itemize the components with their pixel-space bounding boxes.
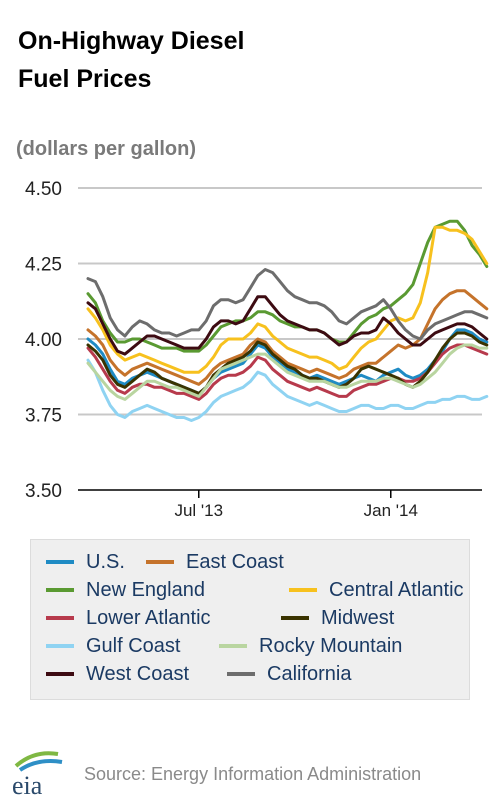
legend-item: New England [46,576,205,604]
y-tick-label: 4.50 [25,179,62,200]
chart-title: On-Highway Diesel Fuel Prices [18,22,338,98]
legend-item: Gulf Coast [46,632,180,660]
chart-title-line-2: Fuel Prices [18,65,152,93]
legend-swatch [46,588,74,592]
series-line-new-england [86,219,489,353]
series-line-gulf-coast [86,358,489,422]
y-tick-label: 3.75 [25,406,62,427]
legend-label: U.S. [86,550,125,573]
legend-label: Gulf Coast [86,634,181,657]
footer: eia Source: Energy Information Administr… [0,740,500,800]
legend-swatch [46,616,74,620]
legend-item: Midwest [281,604,394,632]
eia-logo-text: eia [12,771,43,798]
x-tick-label: Jul '13 [174,501,223,520]
legend-label: California [267,662,352,685]
y-tick-label: 3.50 [25,481,62,502]
chart-title-line-1: On-Highway Diesel [18,27,245,55]
legend-label: Rocky Mountain [259,634,403,657]
legend-item: Lower Atlantic [46,604,211,632]
series-line-midwest [86,331,489,395]
legend-swatch [289,588,317,592]
legend-swatch [46,644,74,648]
series-line-lower-atlantic [86,343,489,401]
legend-item: Rocky Mountain [219,632,402,660]
legend-swatch [46,672,74,676]
series-line-u-s [86,328,489,395]
line-chart: 4.50 4.25 4.00 3.75 3.50 Jul '13 Jan '14 [25,179,489,520]
legend-label: East Coast [186,550,284,573]
legend-label: Midwest [321,606,395,629]
legend-item: West Coast [46,660,189,688]
series-line-rocky-mountain [86,343,489,401]
x-tick-label: Jan '14 [364,501,418,520]
legend-swatch [46,560,74,564]
legend-item: Central Atlantic [289,576,464,604]
legend-item: California [227,660,351,688]
series-line-california [86,268,489,341]
legend-item: East Coast [146,548,284,576]
y-tick-label: 4.25 [25,255,62,276]
legend-item: U.S. [46,548,125,576]
chart-series-lines [86,219,489,422]
legend-swatch [146,560,174,564]
y-tick-label: 4.00 [25,330,62,351]
legend-label: Lower Atlantic [86,606,211,629]
chart-legend: U.S. East Coast New England Central Atlanti… [30,539,470,700]
legend-label: Central Atlantic [329,578,464,601]
series-line-west-coast [86,295,489,356]
series-line-central-atlantic [86,225,489,374]
chart-axes: 4.50 4.25 4.00 3.75 3.50 Jul '13 Jan '14 [25,179,482,520]
eia-logo-icon: eia [12,751,63,798]
legend-swatch [219,644,247,648]
legend-swatch [227,672,255,676]
legend-label: New England [86,578,205,601]
legend-swatch [281,616,309,620]
y-axis-units-label: (dollars per gallon) [16,138,197,160]
source-note: Source: Energy Information Administratio… [84,764,422,784]
legend-label: West Coast [86,662,189,685]
